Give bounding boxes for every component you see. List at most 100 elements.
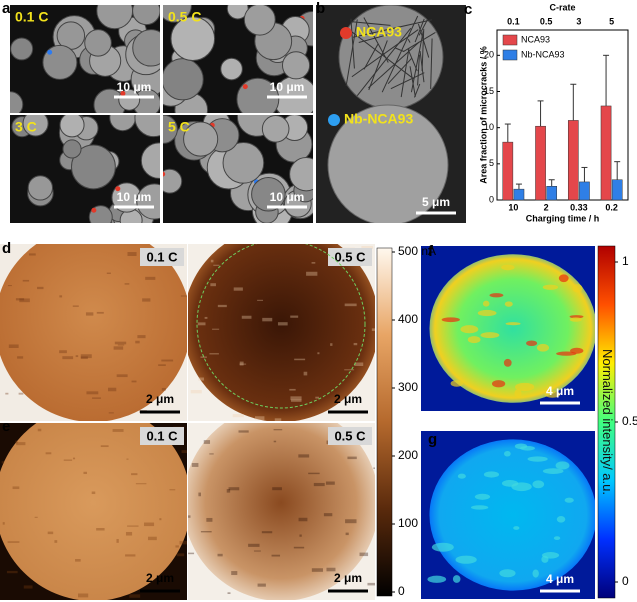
scale-label: 4 μm xyxy=(546,572,574,586)
texture xyxy=(455,555,477,564)
texture xyxy=(213,264,220,266)
texture xyxy=(37,286,44,290)
texture xyxy=(148,536,157,541)
texture xyxy=(19,298,30,303)
texture xyxy=(117,344,125,346)
crack xyxy=(368,41,420,89)
texture xyxy=(239,363,247,365)
texture xyxy=(75,355,79,358)
texture xyxy=(188,515,191,518)
texture xyxy=(253,550,261,552)
texture xyxy=(238,430,249,433)
colorbar-tick-label: 500 nA xyxy=(398,244,436,258)
legend-swatch xyxy=(502,49,518,61)
texture xyxy=(257,299,264,301)
texture xyxy=(200,530,212,533)
particle xyxy=(429,254,595,403)
colorbar xyxy=(376,247,393,597)
texture xyxy=(1,461,5,464)
texture xyxy=(501,264,515,271)
particle xyxy=(0,423,187,600)
texture xyxy=(206,517,213,522)
texture xyxy=(441,317,460,323)
texture xyxy=(311,262,316,264)
texture xyxy=(291,399,302,402)
tile-label: 0.5 C xyxy=(168,9,201,25)
scale-label: 10 μm xyxy=(117,80,152,94)
texture xyxy=(188,552,195,555)
texture xyxy=(7,285,12,287)
texture xyxy=(72,305,79,307)
texture xyxy=(558,274,569,283)
texture xyxy=(125,554,136,557)
scale-label: 4 μm xyxy=(546,384,574,398)
texture xyxy=(175,545,179,548)
legend-swatch xyxy=(502,34,518,46)
texture xyxy=(54,540,58,543)
x-tick-label: 0.33 xyxy=(570,202,588,212)
texture xyxy=(491,380,506,388)
texture xyxy=(129,594,141,598)
texture xyxy=(514,389,522,398)
y-tick-label: 10 xyxy=(484,122,494,132)
grain xyxy=(10,37,34,61)
texture xyxy=(209,353,219,355)
sem-image: 0.1 C 10 μm xyxy=(10,5,160,113)
texture xyxy=(161,387,166,391)
texture xyxy=(303,371,308,376)
texture xyxy=(59,295,63,298)
texture xyxy=(127,525,139,527)
texture xyxy=(203,440,211,444)
top-tick-label: 0.5 xyxy=(540,16,553,26)
texture xyxy=(311,568,323,572)
texture xyxy=(326,567,336,572)
label-box xyxy=(328,427,372,445)
texture xyxy=(116,539,119,543)
texture xyxy=(480,332,500,339)
grain xyxy=(163,115,178,144)
crack xyxy=(394,47,405,53)
texture xyxy=(100,445,109,448)
crack xyxy=(403,32,436,52)
colorbar-tick-label: 1 xyxy=(622,254,629,268)
texture xyxy=(483,471,500,478)
texture xyxy=(273,440,277,443)
colorbar-tick-label: 0 xyxy=(622,574,629,588)
texture xyxy=(344,369,355,371)
sem-image: 3 C 10 μm xyxy=(10,115,160,223)
texture xyxy=(5,392,9,395)
texture xyxy=(298,454,310,458)
colorbar-tick-label: 300 xyxy=(398,380,418,394)
texture xyxy=(125,531,133,536)
texture xyxy=(248,543,260,547)
grain xyxy=(163,168,183,194)
afm-image: 0.5 C 2 μm xyxy=(188,423,375,600)
colorbar-tick-label: 400 xyxy=(398,312,418,326)
scale-label: 10 μm xyxy=(270,80,305,94)
texture xyxy=(564,497,574,503)
grain xyxy=(163,5,192,23)
texture xyxy=(233,287,243,291)
particle xyxy=(0,244,187,421)
texture xyxy=(482,300,490,307)
particle xyxy=(188,423,375,600)
crack xyxy=(352,19,433,38)
texture xyxy=(80,354,92,359)
texture xyxy=(354,362,364,366)
crack xyxy=(387,58,412,85)
texture xyxy=(544,391,561,398)
afm-image: 0.5 C 2 μm xyxy=(188,244,375,421)
particle xyxy=(327,104,449,223)
top-axis-label: C-rate xyxy=(549,2,575,12)
texture xyxy=(15,298,25,301)
tile-label: 0.1 C xyxy=(15,9,48,25)
texture xyxy=(62,356,74,360)
texture xyxy=(542,552,560,559)
texture xyxy=(34,516,38,518)
texture xyxy=(72,457,76,460)
scale-label: 5 μm xyxy=(422,195,450,209)
grain xyxy=(22,115,49,137)
top-tick-label: 3 xyxy=(576,16,581,26)
particle xyxy=(188,244,375,421)
marker xyxy=(120,91,126,97)
